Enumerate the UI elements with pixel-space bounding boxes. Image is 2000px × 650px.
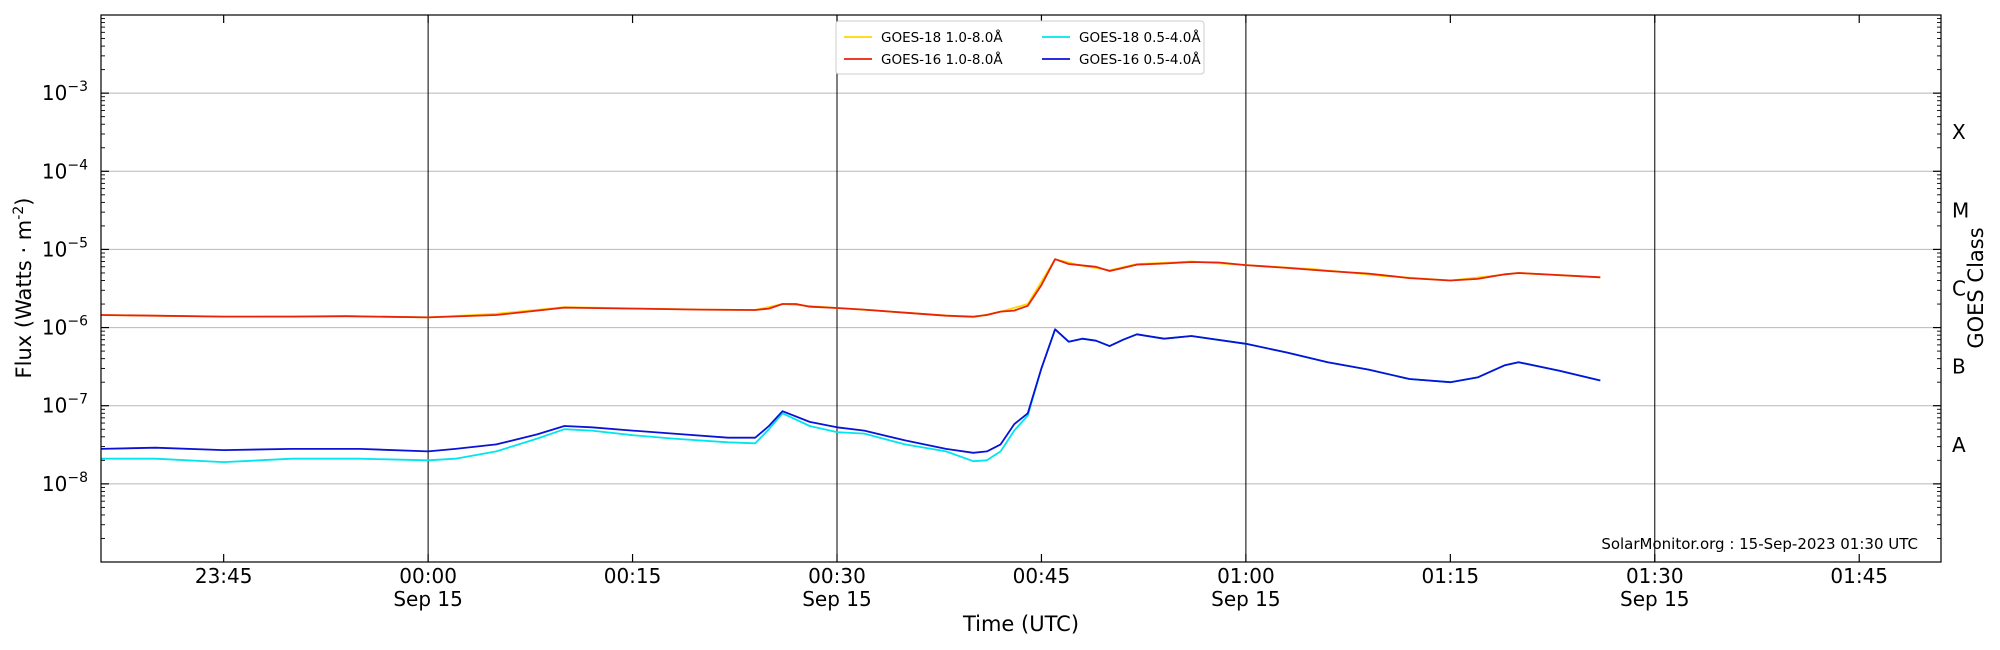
legend: GOES-18 1.0-8.0Å GOES-16 1.0-8.0Å GOES-18 … <box>835 20 1205 75</box>
credit-text: SolarMonitor.org : 15-Sep-2023 01:30 UTC <box>1601 535 1918 553</box>
legend-box <box>835 20 1205 75</box>
goes-class-x: X <box>1952 120 1966 144</box>
x-tick-label: 23:45 <box>195 564 253 588</box>
x-tick-label: 00:45 <box>1013 564 1071 588</box>
y-tick-label: 10−6 <box>42 314 88 340</box>
goes-class-a: A <box>1952 433 1966 457</box>
goes-class-labels: A B C M X <box>1952 120 1969 457</box>
goes-class-c: C <box>1952 277 1966 301</box>
x-tick-date-label: Sep 15 <box>393 587 463 611</box>
series-layer <box>100 258 1601 464</box>
x-tick-label: 01:00 <box>1217 564 1275 588</box>
x-axis-label: Time (UTC) <box>962 612 1079 636</box>
y-tick-label: 10−3 <box>42 79 88 105</box>
y-tick-label: 10−8 <box>42 470 88 496</box>
x-tick-date-label: Sep 15 <box>1211 587 1281 611</box>
right-axis-label: GOES Class <box>1964 227 1988 348</box>
series-line-3 <box>100 328 1601 454</box>
goes-class-m: M <box>1952 198 1969 222</box>
x-tick-date-label: Sep 15 <box>1620 587 1690 611</box>
grid-layer <box>101 92 1941 485</box>
y-tick-label: 10−4 <box>42 157 88 183</box>
x-tick-label: 00:30 <box>808 564 866 588</box>
x-tick-label: 01:45 <box>1830 564 1888 588</box>
legend-label-0: GOES-18 1.0-8.0Å <box>881 29 1003 46</box>
series-line-2 <box>101 328 1601 464</box>
y-axis-label: Flux (Watts · m-2) <box>11 198 36 379</box>
y-tick-label: 10−5 <box>42 235 88 261</box>
x-tick-label: 01:15 <box>1422 564 1480 588</box>
legend-label-1: GOES-16 1.0-8.0Å <box>881 51 1003 68</box>
tick-layer <box>101 15 1941 562</box>
legend-label-2: GOES-18 0.5-4.0Å <box>1079 29 1201 46</box>
y-tick-label: 10−7 <box>42 392 88 418</box>
plot-frame <box>100 14 1942 563</box>
x-tick-date-label: Sep 15 <box>802 587 872 611</box>
x-tick-label: 01:30 <box>1626 564 1684 588</box>
goes-class-b: B <box>1952 355 1966 379</box>
x-tick-label: 00:00 <box>399 564 457 588</box>
series-line-1 <box>100 258 1601 319</box>
y-tick-labels: 10−8 10−7 10−6 10−5 10−4 10−3 <box>42 79 88 496</box>
legend-label-3: GOES-16 0.5-4.0Å <box>1079 51 1201 68</box>
x-tick-label: 00:15 <box>604 564 662 588</box>
vertical-lines-layer <box>427 15 1656 562</box>
